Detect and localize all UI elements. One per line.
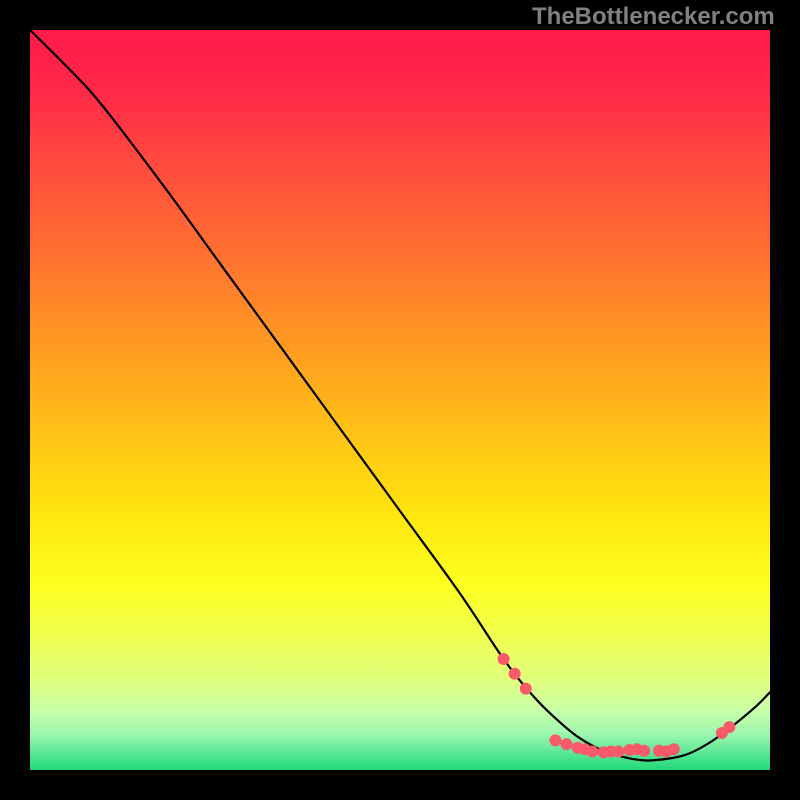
marker-group [498,654,735,758]
data-marker [498,654,509,665]
data-marker [509,668,520,679]
data-marker [724,722,735,733]
bottleneck-curve [30,30,770,760]
watermark-text: TheBottlenecker.com [532,3,775,31]
chart-container [30,30,770,770]
data-marker [520,683,531,694]
data-marker [668,744,679,755]
data-marker [639,745,650,756]
data-marker [613,746,624,757]
data-marker [561,739,572,750]
data-marker [587,746,598,757]
data-marker [550,735,561,746]
chart-svg [30,30,770,770]
